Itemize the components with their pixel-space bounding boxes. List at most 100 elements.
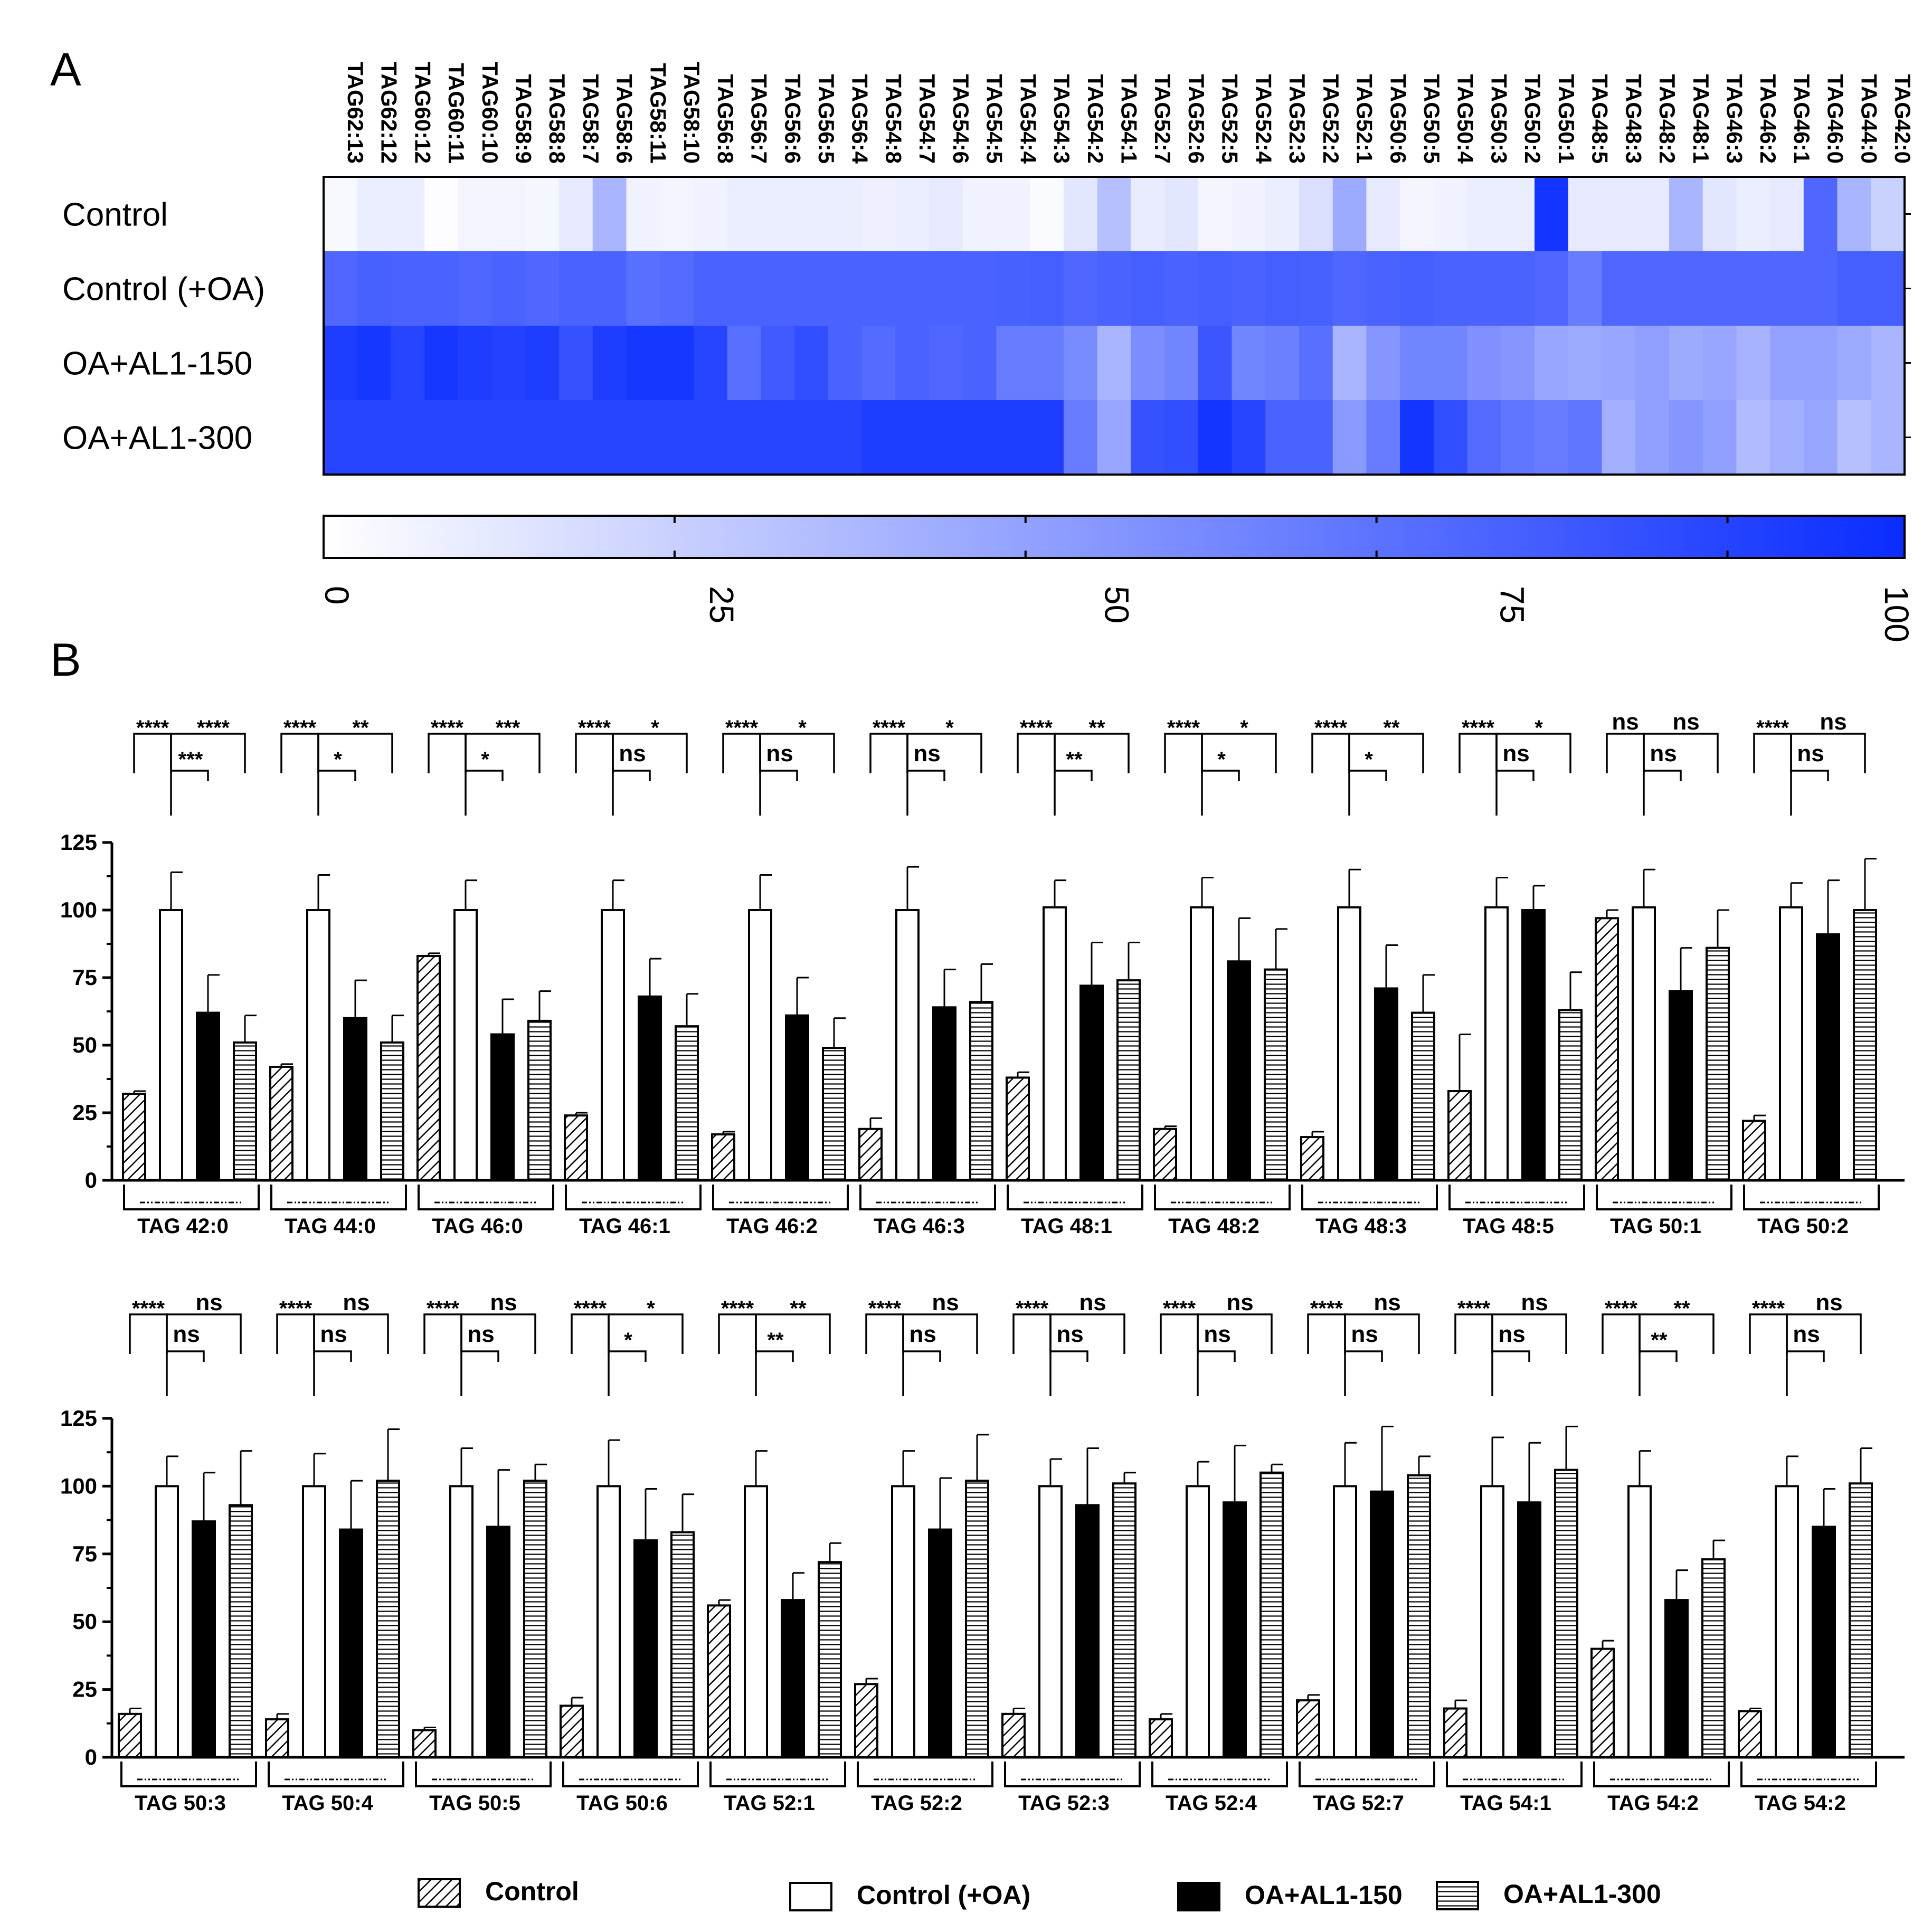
bar (1043, 906, 1067, 1181)
bar (1370, 1490, 1394, 1759)
sig-bracket (1164, 733, 1203, 816)
y-tick-label: 75 (72, 1541, 97, 1566)
heatmap-col-label: TAG58:8 (545, 74, 570, 164)
sig-label: ns (1351, 1321, 1378, 1347)
sig-label: * (481, 748, 489, 771)
heatmap-cell (929, 400, 963, 475)
heatmap: Control Control (+OA) OA+AL1-150 OA+AL1-300… (62, 62, 1915, 476)
heatmap-cell (895, 400, 930, 475)
heatmap-cell (996, 177, 1030, 252)
sig-label: ns (1204, 1321, 1230, 1347)
heatmap-cell (1535, 177, 1569, 252)
bar (523, 1480, 547, 1758)
bar (453, 909, 478, 1181)
sig-bracket (1640, 1350, 1678, 1362)
heatmap-cell (962, 177, 997, 252)
heatmap-cell (794, 177, 829, 252)
sig-label: **** (197, 716, 230, 740)
heatmap-cell (1871, 177, 1905, 252)
heatmap-cell (1366, 400, 1400, 475)
heatmap-col-label: TAG46:0 (1823, 74, 1848, 164)
heatmap-col-label: TAG52:2 (1319, 74, 1343, 164)
legend: Control Control (+OA) OA+AL1-150 OA+AL1-300 (418, 1877, 1661, 1911)
bar (1521, 909, 1546, 1181)
bar (748, 909, 772, 1181)
heatmap-cell (626, 251, 660, 326)
bar (1812, 1526, 1836, 1758)
heatmap-col-label: TAG52:4 (1251, 74, 1276, 164)
sig-bracket (280, 733, 319, 816)
heatmap-cell (424, 177, 459, 252)
bar (858, 1128, 883, 1181)
y-tick-label: 25 (72, 1677, 97, 1702)
heatmap-cell (1837, 251, 1871, 326)
bar (1590, 1647, 1615, 1759)
sig-label: ns (1672, 709, 1699, 735)
heatmap-cell (1131, 326, 1165, 401)
heatmap-cell (357, 251, 392, 326)
sig-bracket (318, 770, 356, 781)
bar (818, 1561, 842, 1758)
heatmap-cell (693, 400, 728, 475)
sig-label: ns (1521, 1290, 1548, 1315)
sig-label: ** (352, 716, 369, 740)
sig-label: **** (283, 716, 317, 740)
y-tick-label: 0 (85, 1745, 97, 1769)
sig-bracket (906, 733, 982, 773)
heatmap-cell (1332, 251, 1367, 326)
bar (1296, 1699, 1320, 1759)
heatmap-cell (1063, 400, 1098, 475)
heatmap-cell (1467, 251, 1501, 326)
heatmap-col-label: TAG52:5 (1218, 74, 1243, 164)
heatmap-cell (1366, 326, 1400, 401)
sig-label: ** (767, 1329, 784, 1352)
sig-bracket (907, 770, 945, 781)
heatmap-cell (626, 177, 660, 252)
sig-bracket (612, 733, 688, 773)
sig-label: **** (1020, 716, 1053, 740)
group-bracket (562, 1761, 699, 1787)
heatmap-cell (1400, 326, 1434, 401)
group-bracket (859, 1185, 996, 1210)
heatmap-cell (761, 251, 795, 326)
bar (1480, 1485, 1504, 1758)
heatmap-col-label: TAG54:4 (1016, 74, 1040, 164)
heatmap-cell (895, 251, 930, 326)
sig-label: * (1365, 748, 1373, 771)
heatmap-cell (1568, 400, 1603, 475)
heatmap-cell (491, 177, 526, 252)
heatmap-row-label: OA+AL1-150 (62, 346, 252, 382)
heatmap-cell (324, 177, 358, 252)
heatmap-col-label: TAG50:1 (1554, 74, 1579, 164)
heatmap-col-label: TAG48:5 (1588, 74, 1613, 164)
sig-label: **** (725, 716, 759, 740)
heatmap-cell (1770, 400, 1804, 475)
group-bracket (1007, 1185, 1143, 1210)
bar (969, 1001, 993, 1181)
bar (1374, 987, 1398, 1181)
heatmap-col-label: TAG60:10 (478, 62, 503, 164)
heatmap-cell (1871, 251, 1905, 326)
heatmap-cell (996, 251, 1030, 326)
bar (1816, 933, 1840, 1181)
heatmap-cell (1602, 251, 1636, 326)
heatmap-cell (592, 251, 627, 326)
bar (1223, 1501, 1247, 1759)
sig-label: ns (1793, 1321, 1820, 1347)
sig-label: * (1535, 716, 1543, 740)
bar (1779, 906, 1803, 1181)
heatmap-cell (1097, 400, 1131, 475)
heatmap-cell (1400, 400, 1434, 475)
colorbar-tick-label: 0 (318, 586, 356, 605)
sig-bracket (575, 733, 614, 816)
heatmap-cell (1736, 326, 1770, 401)
heatmap-col-label: TAG42:0 (1890, 74, 1915, 164)
heatmap-cell (1669, 326, 1703, 401)
heatmap-cell (660, 400, 694, 475)
sig-bracket (756, 1350, 794, 1362)
bar (1706, 946, 1730, 1182)
colorbar-tick-label: 100 (1878, 586, 1916, 642)
bar (1742, 1120, 1766, 1182)
heatmap-cell (1635, 326, 1670, 401)
heatmap-col-label: TAG58:10 (679, 62, 704, 164)
